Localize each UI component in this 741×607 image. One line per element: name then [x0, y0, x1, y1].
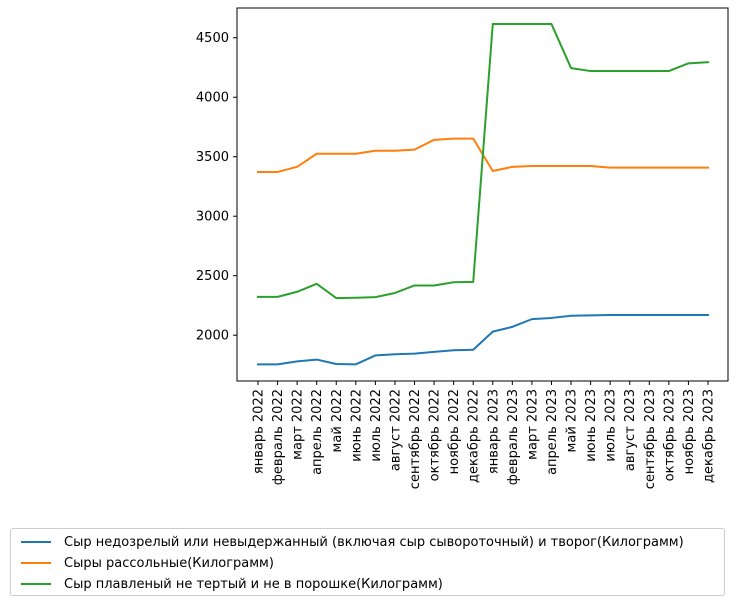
series-layer — [257, 23, 710, 366]
x-tick-label-19: август 2023 — [623, 389, 638, 471]
plot-area — [237, 8, 728, 381]
x-tick-label-6: июль 2022 — [369, 389, 384, 462]
legend-entry-unripened-cheese: Сыр недозрелый или невыдержанный (включа… — [11, 532, 684, 552]
x-tick-label-15: апрель 2023 — [545, 389, 560, 475]
x-tick-label-10: ноябрь 2022 — [447, 389, 462, 474]
x-tick-label-2: март 2022 — [291, 389, 306, 460]
x-tick-label-21: октябрь 2023 — [662, 389, 677, 481]
y-tick-label-3000: 3000 — [196, 210, 229, 225]
x-tick-label-0: январь 2022 — [252, 389, 267, 474]
y-tick-label-4000: 4000 — [196, 91, 229, 106]
legend-entry-brine-cheese: Сыры рассольные(Килограмм) — [11, 553, 274, 573]
series-line-2 — [257, 23, 710, 300]
x-tick-label-1: февраль 2022 — [271, 389, 286, 485]
legend-swatch-unripened-cheese — [21, 541, 51, 543]
x-tick-label-22: ноябрь 2023 — [682, 389, 697, 474]
y-tick-label-2000: 2000 — [196, 329, 229, 344]
x-tick-label-11: декабрь 2022 — [467, 389, 482, 483]
plot-background — [237, 8, 728, 381]
plot-frame — [236, 7, 729, 382]
x-tick-label-14: март 2023 — [525, 389, 540, 460]
x-tick-label-20: сентябрь 2023 — [643, 389, 658, 489]
x-tick-label-3: апрель 2022 — [310, 389, 325, 475]
y-tick-label-2500: 2500 — [196, 269, 229, 284]
x-tick-label-18: июль 2023 — [604, 389, 619, 462]
x-tick-label-8: сентябрь 2022 — [408, 389, 423, 489]
legend-label-brine-cheese: Сыры рассольные(Килограмм) — [64, 555, 274, 571]
line-chart: 2000 2500 3000 3500 4000 4500 январь 2022 февра… — [196, 7, 729, 489]
axes-layer: 2000 2500 3000 3500 4000 4500 январь 2022 февра… — [196, 7, 729, 489]
legend: Сыр недозрелый или невыдержанный (включа… — [10, 528, 725, 596]
x-tick-label-13: февраль 2023 — [506, 389, 521, 485]
legend-label-processed-cheese: Сыр плавленый не тертый и не в порошке(К… — [64, 576, 443, 592]
legend-swatch-brine-cheese — [21, 562, 51, 564]
x-tick-label-9: октябрь 2022 — [428, 389, 443, 481]
x-tick-label-7: август 2022 — [388, 389, 403, 471]
x-tick-label-12: январь 2023 — [486, 389, 501, 474]
x-tick-label-4: май 2022 — [330, 389, 345, 452]
y-tick-label-3500: 3500 — [196, 150, 229, 165]
series-line-0 — [257, 313, 709, 366]
legend-swatch-processed-cheese — [21, 583, 51, 585]
x-tick-label-5: июнь 2022 — [349, 389, 364, 462]
x-tick-label-16: май 2023 — [565, 389, 580, 452]
legend-label-unripened-cheese: Сыр недозрелый или невыдержанный (включа… — [64, 534, 684, 550]
y-tick-label-4500: 4500 — [196, 31, 229, 46]
x-tick-label-23: декабрь 2023 — [702, 389, 717, 483]
legend-entry-processed-cheese: Сыр плавленый не тертый и не в порошке(К… — [11, 574, 443, 594]
x-tick-label-17: июнь 2023 — [584, 389, 599, 462]
